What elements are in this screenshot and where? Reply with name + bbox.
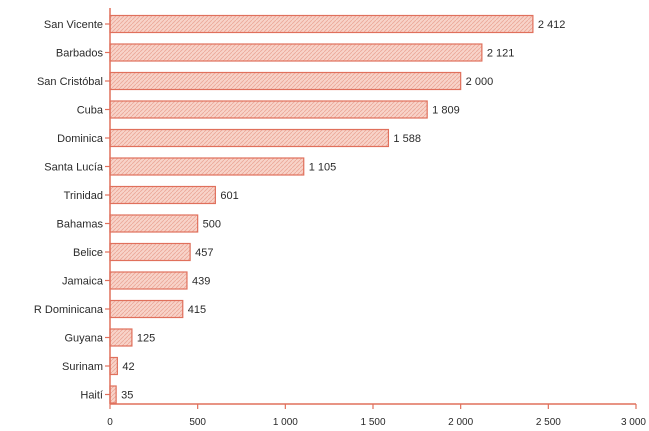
category-label: Cuba [77,105,104,117]
x-tick-label: 1 000 [273,417,298,428]
value-label: 2 000 [466,76,494,88]
category-label: Barbados [56,48,104,60]
category-label: San Cristóbal [37,76,103,88]
bar-cuba [109,100,428,119]
category-label: Surinam [62,361,103,373]
value-label: 125 [137,333,155,345]
category-label: San Vicente [44,19,103,31]
axes-group: 0 500 1 000 1 500 2 000 2 500 3 000 [105,8,646,428]
value-label: 439 [192,276,210,288]
category-label: R Dominicana [34,304,104,316]
category-label: Guyana [64,333,103,345]
value-label: 415 [188,304,206,316]
bar-jamaica [109,271,188,290]
value-label: 2 121 [487,48,515,60]
value-labels-group: 2 412 2 121 2 000 1 809 1 588 1 105 601 500 457 4… [121,19,565,402]
bar-hait- [109,385,117,404]
x-tick-label: 2 000 [448,417,473,428]
category-labels-group: San Vicente Barbados San Cristóbal Cuba Domi… [34,19,104,402]
value-label: 1 809 [432,105,460,117]
category-label: Dominica [57,133,104,145]
bar-belice [109,242,191,262]
x-tick-label: 2 500 [536,417,561,428]
category-label: Bahamas [57,219,104,231]
value-label: 42 [122,361,134,373]
bar-trinidad [109,185,216,205]
bar-barbados [109,43,483,62]
category-label: Trinidad [64,190,103,202]
value-label: 500 [203,219,221,231]
category-label: Belice [73,247,103,259]
category-label: Haití [80,390,103,402]
x-tick-label: 500 [189,417,206,428]
bar-san-vicente [109,14,534,34]
bars-group [109,14,534,404]
x-tick-label: 0 [107,417,113,428]
bar-san-crist-bal [109,71,462,91]
category-label: Jamaica [62,276,104,288]
bar-bahamas [109,214,199,233]
x-tick-label: 3 000 [621,417,646,428]
bar-santa-luc-a [109,157,305,176]
value-label: 1 105 [309,162,337,174]
bar-r-dominicana [109,299,184,319]
bar-surinam [109,356,118,376]
x-tick-label: 1 500 [360,417,385,428]
category-label: Santa Lucía [44,162,104,174]
bar-guyana [109,328,133,347]
value-label: 1 588 [393,133,421,145]
value-label: 601 [220,190,238,202]
value-label: 2 412 [538,19,566,31]
value-label: 35 [121,390,133,402]
value-label: 457 [195,247,213,259]
bar-dominica [109,128,390,148]
